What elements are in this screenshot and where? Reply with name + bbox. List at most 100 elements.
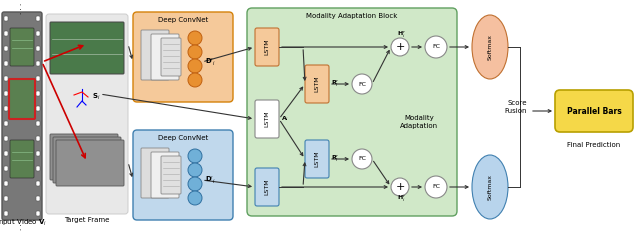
FancyBboxPatch shape [36, 61, 40, 66]
FancyBboxPatch shape [9, 79, 35, 119]
Ellipse shape [188, 73, 202, 87]
Text: · · ·: · · · [19, 218, 25, 230]
FancyBboxPatch shape [36, 151, 40, 156]
FancyBboxPatch shape [4, 211, 8, 216]
Text: Deep ConvNet: Deep ConvNet [158, 135, 208, 141]
Text: $\mathbf{R}_i^r$: $\mathbf{R}_i^r$ [331, 154, 340, 164]
FancyBboxPatch shape [4, 46, 8, 51]
FancyBboxPatch shape [36, 91, 40, 96]
Text: Input Video $\mathbf{V}_i$: Input Video $\mathbf{V}_i$ [0, 218, 47, 228]
Text: $\mathbf{H}_i^r$: $\mathbf{H}_i^r$ [397, 30, 406, 40]
FancyBboxPatch shape [255, 100, 279, 138]
Ellipse shape [472, 155, 508, 219]
Ellipse shape [188, 45, 202, 59]
FancyBboxPatch shape [151, 34, 179, 80]
Ellipse shape [391, 178, 409, 196]
FancyBboxPatch shape [36, 196, 40, 201]
Ellipse shape [188, 191, 202, 205]
FancyBboxPatch shape [36, 16, 40, 21]
FancyBboxPatch shape [46, 14, 128, 214]
FancyBboxPatch shape [36, 121, 40, 126]
Ellipse shape [188, 31, 202, 45]
FancyBboxPatch shape [36, 76, 40, 81]
FancyBboxPatch shape [247, 8, 457, 216]
FancyBboxPatch shape [4, 121, 8, 126]
FancyBboxPatch shape [4, 151, 8, 156]
Text: Softmax: Softmax [488, 174, 493, 200]
FancyBboxPatch shape [4, 106, 8, 111]
Text: FC: FC [358, 156, 366, 161]
FancyBboxPatch shape [50, 134, 118, 180]
FancyBboxPatch shape [305, 65, 329, 103]
Text: LSTM: LSTM [314, 76, 319, 92]
Text: LSTM: LSTM [264, 111, 269, 127]
FancyBboxPatch shape [36, 181, 40, 186]
FancyBboxPatch shape [151, 152, 179, 198]
FancyBboxPatch shape [305, 140, 329, 178]
Text: Modality
Adaptation: Modality Adaptation [400, 115, 438, 129]
FancyBboxPatch shape [4, 196, 8, 201]
Text: $\mathbf{S}_i$: $\mathbf{S}_i$ [92, 92, 100, 102]
Text: +: + [396, 182, 404, 192]
FancyBboxPatch shape [10, 28, 34, 66]
FancyBboxPatch shape [4, 91, 8, 96]
Text: $\mathbf{D}'_i$: $\mathbf{D}'_i$ [205, 174, 216, 185]
Text: FC: FC [432, 185, 440, 189]
FancyBboxPatch shape [10, 80, 34, 118]
Ellipse shape [188, 163, 202, 177]
FancyBboxPatch shape [2, 12, 42, 220]
FancyBboxPatch shape [133, 130, 233, 220]
FancyBboxPatch shape [4, 31, 8, 36]
FancyBboxPatch shape [4, 136, 8, 141]
Text: $\mathbf{A}_i$: $\mathbf{A}_i$ [281, 115, 289, 123]
FancyBboxPatch shape [4, 61, 8, 66]
FancyBboxPatch shape [56, 140, 124, 186]
FancyBboxPatch shape [4, 16, 8, 21]
FancyBboxPatch shape [36, 106, 40, 111]
FancyBboxPatch shape [161, 38, 181, 76]
FancyBboxPatch shape [50, 22, 124, 74]
FancyBboxPatch shape [141, 30, 169, 80]
Text: Softmax: Softmax [488, 34, 493, 60]
FancyBboxPatch shape [10, 140, 34, 178]
Text: FC: FC [358, 82, 366, 86]
Ellipse shape [188, 177, 202, 191]
Text: LSTM: LSTM [264, 179, 269, 195]
FancyBboxPatch shape [36, 166, 40, 171]
Text: $\mathbf{H}_i^r$: $\mathbf{H}_i^r$ [397, 194, 406, 204]
FancyBboxPatch shape [141, 148, 169, 198]
Ellipse shape [352, 149, 372, 169]
FancyBboxPatch shape [161, 156, 181, 194]
Ellipse shape [188, 59, 202, 73]
FancyBboxPatch shape [36, 136, 40, 141]
FancyBboxPatch shape [255, 168, 279, 206]
Text: LSTM: LSTM [314, 151, 319, 167]
Text: Modality Adaptation Block: Modality Adaptation Block [307, 13, 397, 19]
FancyBboxPatch shape [36, 31, 40, 36]
Text: FC: FC [432, 45, 440, 49]
Text: Score
Fusion: Score Fusion [504, 100, 527, 114]
Text: Target Frame: Target Frame [64, 217, 109, 223]
Text: LSTM: LSTM [264, 39, 269, 55]
Ellipse shape [188, 149, 202, 163]
Ellipse shape [425, 176, 447, 198]
Ellipse shape [425, 36, 447, 58]
Text: · · ·: · · · [19, 2, 25, 14]
FancyBboxPatch shape [133, 12, 233, 102]
FancyBboxPatch shape [4, 76, 8, 81]
Text: $\mathbf{D}'_i$: $\mathbf{D}'_i$ [205, 56, 216, 68]
FancyBboxPatch shape [4, 181, 8, 186]
FancyBboxPatch shape [36, 46, 40, 51]
FancyBboxPatch shape [4, 166, 8, 171]
Text: Parallel Bars: Parallel Bars [566, 106, 621, 116]
Ellipse shape [352, 74, 372, 94]
FancyBboxPatch shape [555, 90, 633, 132]
FancyBboxPatch shape [255, 28, 279, 66]
FancyBboxPatch shape [53, 137, 121, 183]
Ellipse shape [472, 15, 508, 79]
Text: +: + [396, 42, 404, 52]
FancyBboxPatch shape [36, 211, 40, 216]
Text: Final Prediction: Final Prediction [568, 142, 621, 148]
Text: Deep ConvNet: Deep ConvNet [158, 17, 208, 23]
Text: $\mathbf{R}_i^r$: $\mathbf{R}_i^r$ [331, 79, 340, 89]
